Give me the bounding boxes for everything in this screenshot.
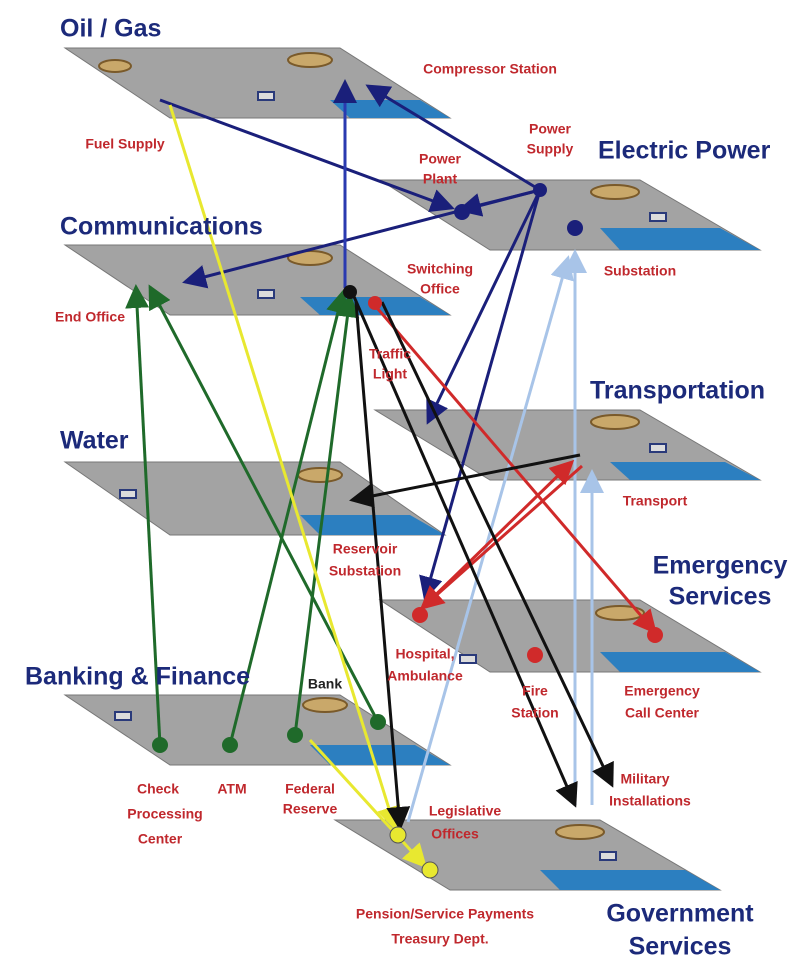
- icon: [650, 213, 666, 221]
- icon: [258, 290, 274, 298]
- node: [287, 727, 303, 743]
- node: [527, 647, 543, 663]
- node-label: Check: [137, 781, 179, 797]
- node-label: Substation: [329, 563, 401, 579]
- water-strip: [330, 100, 450, 118]
- node-label: Plant: [423, 171, 458, 187]
- layer-title: Oil / Gas: [60, 15, 161, 43]
- node: [152, 737, 168, 753]
- layer-title: Emergency: [653, 552, 788, 580]
- plane-water: [65, 462, 445, 535]
- node-label: Power: [529, 121, 572, 137]
- icon: [288, 53, 332, 67]
- node-label: Legislative: [429, 803, 502, 819]
- node: [222, 737, 238, 753]
- node-label: Emergency: [624, 683, 700, 699]
- node: [647, 627, 663, 643]
- node-label: Switching: [407, 261, 473, 277]
- water-strip: [610, 462, 760, 480]
- icon: [298, 468, 342, 482]
- layer-title: Water: [60, 427, 129, 455]
- icon: [120, 490, 136, 498]
- node-label: Reserve: [283, 801, 338, 817]
- node-label: End Office: [55, 309, 125, 325]
- icon: [99, 60, 131, 72]
- node-label: Fire: [522, 683, 548, 699]
- node-label: Call Center: [625, 705, 699, 721]
- node-label: Treasury Dept.: [391, 931, 488, 947]
- node-label: Processing: [127, 806, 202, 822]
- node: [533, 183, 547, 197]
- node-label: Reservoir: [333, 541, 398, 557]
- node-label: ATM: [217, 781, 246, 797]
- node: [370, 714, 386, 730]
- icon: [591, 415, 639, 429]
- icon: [115, 712, 131, 720]
- node-label: Supply: [527, 141, 574, 157]
- layer-title: Transportation: [590, 377, 765, 405]
- planes: [65, 48, 760, 890]
- node-label: Office: [420, 281, 460, 297]
- layer-title: Government: [606, 900, 754, 928]
- icon: [600, 852, 616, 860]
- icon: [650, 444, 666, 452]
- node-label: Offices: [431, 826, 479, 842]
- node-label: Federal: [285, 781, 335, 797]
- node: [390, 827, 406, 843]
- node-label: Center: [138, 831, 183, 847]
- node-label: Substation: [604, 263, 676, 279]
- icon: [460, 655, 476, 663]
- icon: [591, 185, 639, 199]
- icon: [556, 825, 604, 839]
- node-label: Military: [620, 771, 669, 787]
- node-label: Pension/Service Payments: [356, 906, 534, 922]
- node-label: Transport: [623, 493, 688, 509]
- node: [412, 607, 428, 623]
- node: [343, 285, 357, 299]
- node-label: Power: [419, 151, 462, 167]
- node-label: Compressor Station: [423, 61, 557, 77]
- layer-title: Services: [669, 583, 772, 611]
- layer-title: Banking & Finance: [25, 663, 250, 691]
- plane-oil-gas: [65, 48, 450, 118]
- plane-communications: [65, 245, 450, 315]
- layer-title: Electric Power: [598, 137, 771, 165]
- water-strip: [600, 652, 760, 672]
- icon: [258, 92, 274, 100]
- diagram: Oil / Gas Electric Power Communications …: [0, 0, 808, 965]
- node-label: Station: [511, 705, 558, 721]
- icon: [303, 698, 347, 712]
- node-label: Ambulance: [387, 668, 463, 684]
- plane-electric: [380, 180, 760, 250]
- layer-title: Services: [629, 933, 732, 961]
- node-label: Installations: [609, 793, 691, 809]
- node-label: Traffic: [369, 346, 411, 362]
- node: [567, 220, 583, 236]
- water-strip: [540, 870, 720, 890]
- plane-transportation: [375, 410, 760, 480]
- node-label: Light: [373, 366, 408, 382]
- node-label: Hospital,: [395, 646, 454, 662]
- node: [422, 862, 438, 878]
- node-label: Fuel Supply: [85, 136, 165, 152]
- node-label: Bank: [308, 676, 342, 692]
- node: [454, 204, 470, 220]
- node: [368, 296, 382, 310]
- layer-title: Communications: [60, 213, 263, 241]
- water-strip: [600, 228, 760, 250]
